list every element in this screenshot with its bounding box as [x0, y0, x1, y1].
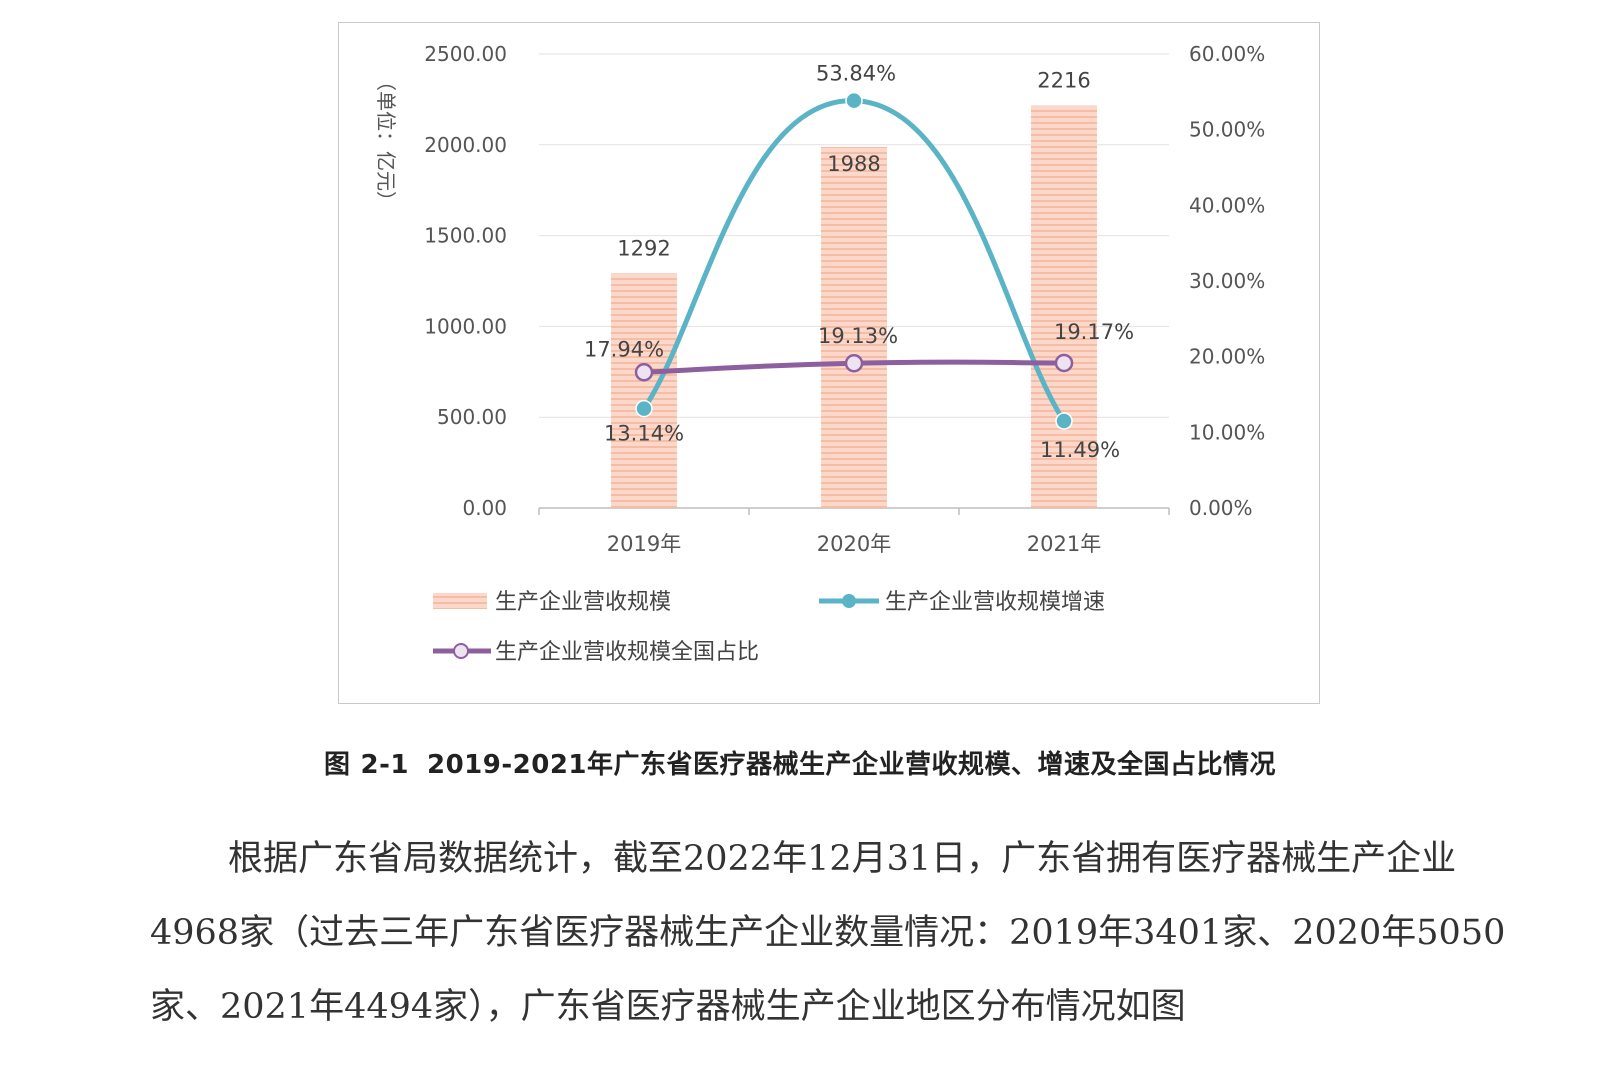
- legend-marker-growth: [842, 594, 856, 608]
- legend-label-revenue: 生产企业营收规模: [495, 590, 671, 615]
- y-right-tick-label: 40.00%: [1189, 193, 1265, 217]
- y-left-tick-label: 2500.00: [424, 42, 507, 66]
- y-right-tick-label: 20.00%: [1189, 345, 1265, 369]
- body-paragraph: 根据广东省局数据统计，截至2022年12月31日，广东省拥有医疗器械生产企业49…: [150, 839, 1506, 1027]
- x-tick-label: 2020年: [817, 532, 891, 556]
- point-growth-rate: [845, 91, 863, 110]
- legend-label-growth: 生产企业营收规模增速: [885, 590, 1105, 615]
- bar-data-label: 1292: [617, 236, 670, 260]
- growth-data-label: 11.49%: [1040, 438, 1120, 462]
- y-right-tick-label: 30.00%: [1189, 269, 1265, 293]
- share-data-label: 19.13%: [818, 324, 898, 348]
- growth-data-label: 53.84%: [816, 62, 896, 86]
- caption-number: 2-1: [360, 750, 409, 780]
- x-tick-label: 2021年: [1027, 532, 1101, 556]
- body-text: 根据广东省局数据统计，截至2022年12月31日，广东省拥有医疗器械生产企业49…: [150, 822, 1520, 1044]
- bar-revenue: [821, 146, 887, 509]
- caption-label: 图: [323, 750, 351, 780]
- legend-label-share: 生产企业营收规模全国占比: [495, 640, 759, 665]
- point-growth-rate: [635, 399, 653, 418]
- y-left-tick-label: 0.00: [462, 496, 507, 520]
- y-right-tick-label: 0.00%: [1189, 496, 1253, 520]
- y-left-tick-label: 500.00: [437, 405, 507, 429]
- point-national-share: [844, 353, 864, 373]
- y-left-tick-label: 1000.00: [424, 314, 507, 338]
- y-right-tick-label: 10.00%: [1189, 420, 1265, 444]
- y-right-tick-label: 50.00%: [1189, 118, 1265, 142]
- bar-revenue: [1031, 105, 1097, 508]
- bar-data-label: 2216: [1037, 69, 1090, 93]
- point-growth-rate: [1055, 412, 1073, 430]
- figure-caption: 图 2-1 2019-2021年广东省医疗器械生产企业营收规模、增速及全国占比情况: [0, 744, 1600, 781]
- x-tick-label: 2019年: [607, 532, 681, 556]
- legend-swatch-revenue: [433, 593, 487, 609]
- share-data-label: 19.17%: [1054, 320, 1134, 344]
- y-left-tick-label: 1500.00: [424, 224, 507, 248]
- growth-data-label: 13.14%: [604, 422, 684, 446]
- combo-chart: 0.00 500.00 1000.00 1500.00 2000.00 2500.00 0.…: [374, 42, 1265, 665]
- bar-data-label: 1988: [827, 152, 880, 176]
- caption-text: 2019-2021年广东省医疗器械生产企业营收规模、增速及全国占比情况: [426, 750, 1277, 780]
- point-national-share: [634, 363, 654, 382]
- y-right-tick-label: 60.00%: [1189, 42, 1265, 66]
- share-data-label: 17.94%: [584, 337, 664, 361]
- point-national-share: [1054, 353, 1074, 373]
- legend-marker-share: [453, 643, 469, 659]
- bar-revenue: [611, 273, 677, 508]
- y-axis-title: （单位：亿元）: [374, 71, 398, 211]
- chart-frame: 0.00 500.00 1000.00 1500.00 2000.00 2500.00 0.…: [338, 22, 1320, 704]
- y-left-tick-label: 2000.00: [424, 133, 507, 157]
